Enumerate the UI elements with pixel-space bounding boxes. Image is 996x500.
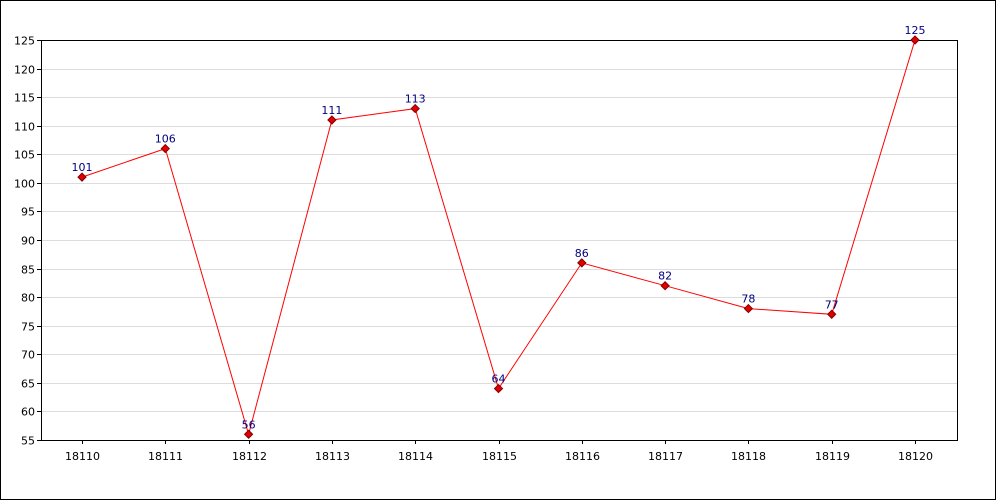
gridlines xyxy=(41,40,957,441)
y-tick-label: 80 xyxy=(21,292,35,305)
data-label: 78 xyxy=(741,293,755,306)
data-label: 56 xyxy=(242,418,256,431)
y-axis-ticks: 55 60 65 70 75 80 85 90 95 100 105 110 115 120 125 xyxy=(14,35,41,448)
data-point-marker xyxy=(910,35,920,45)
x-tick-label: 18117 xyxy=(648,450,683,463)
data-label: 125 xyxy=(905,24,926,37)
y-tick-label: 75 xyxy=(21,321,35,334)
x-axis-ticks: 18110 18111 18112 18113 18114 18115 18116 18117… xyxy=(65,440,933,463)
data-point-marker xyxy=(826,309,837,319)
y-tick-label: 90 xyxy=(21,235,35,248)
data-point-marker xyxy=(243,429,254,439)
data-point-marker xyxy=(577,258,587,268)
y-tick-label: 55 xyxy=(21,435,35,448)
data-label: 111 xyxy=(321,104,342,117)
y-tick-label: 95 xyxy=(21,206,35,219)
data-label: 82 xyxy=(658,270,672,283)
data-label: 106 xyxy=(155,133,176,146)
y-tick-label: 125 xyxy=(14,35,35,48)
data-point-marker xyxy=(660,281,670,291)
data-point-marker xyxy=(493,383,504,394)
y-tick-label: 70 xyxy=(21,349,35,362)
data-label: 77 xyxy=(825,298,839,311)
y-tick-label: 60 xyxy=(21,406,35,419)
x-tick-label: 18120 xyxy=(898,450,933,463)
y-tick-label: 105 xyxy=(14,149,35,162)
y-tick-label: 85 xyxy=(21,264,35,277)
x-tick-label: 18113 xyxy=(315,450,350,463)
y-tick-label: 115 xyxy=(14,92,35,105)
data-label: 86 xyxy=(575,247,589,260)
x-tick-label: 18111 xyxy=(148,450,183,463)
data-label: 113 xyxy=(405,93,426,106)
data-labels: 101 106 56 111 113 64 86 82 78 77 125 xyxy=(72,24,926,431)
y-tick-label: 65 xyxy=(21,378,35,391)
data-point-marker xyxy=(410,103,420,114)
y-tick-label: 110 xyxy=(14,121,35,134)
data-point-marker xyxy=(160,143,171,154)
x-tick-label: 18116 xyxy=(565,450,600,463)
data-point-marker xyxy=(743,303,754,314)
series xyxy=(77,35,920,439)
y-tick-label: 120 xyxy=(14,64,35,77)
x-tick-label: 18110 xyxy=(65,450,100,463)
x-tick-label: 18118 xyxy=(731,450,766,463)
data-label: 64 xyxy=(492,373,506,386)
y-tick-label: 100 xyxy=(14,178,35,191)
data-point-marker xyxy=(77,172,87,182)
data-label: 101 xyxy=(72,161,93,174)
x-tick-label: 18115 xyxy=(482,450,517,463)
x-tick-label: 18119 xyxy=(815,450,850,463)
x-tick-label: 18112 xyxy=(232,450,267,463)
x-tick-label: 18114 xyxy=(398,450,433,463)
data-point-marker xyxy=(327,115,337,125)
